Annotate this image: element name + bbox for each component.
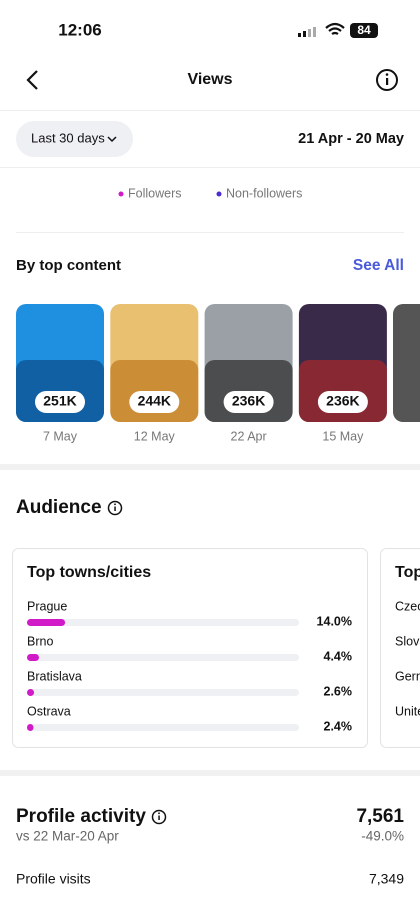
views-count: 251K bbox=[43, 393, 76, 409]
signal bbox=[298, 27, 316, 37]
town-name: Ostrava bbox=[27, 704, 71, 718]
bar bbox=[27, 654, 39, 661]
activity-change: -49.0% bbox=[361, 829, 404, 844]
legend-label: Non-followers bbox=[226, 186, 302, 200]
views-count: 236K bbox=[326, 393, 359, 409]
legend-label: Followers bbox=[128, 186, 182, 200]
views-pill bbox=[129, 391, 180, 413]
wifi-icon bbox=[325, 22, 345, 35]
date-range: 21 Apr - 20 May bbox=[298, 131, 404, 147]
compare-period: vs 22 Mar-20 Apr bbox=[16, 829, 119, 844]
town-name: Prague bbox=[27, 599, 67, 613]
legend-dot bbox=[118, 191, 124, 197]
battery bbox=[350, 23, 378, 38]
page-title: Views bbox=[187, 71, 232, 88]
post-date: 22 Apr bbox=[231, 429, 267, 443]
bar-track bbox=[27, 654, 299, 661]
bar-track bbox=[27, 619, 299, 626]
status-time: 12:06 bbox=[58, 20, 101, 39]
town-name: Brno bbox=[27, 634, 53, 648]
percent-label: 14.0% bbox=[317, 614, 352, 628]
views-pill bbox=[223, 391, 274, 413]
battery-level: 84 bbox=[357, 23, 371, 37]
section-title: Audience bbox=[16, 497, 102, 518]
activity-row-value: 7,349 bbox=[369, 871, 404, 887]
country-rows: Czec Slova Gern Unite bbox=[395, 599, 420, 718]
activity-total: 7,561 bbox=[356, 806, 404, 827]
town-rows: Prague 14.0% Brno 4.4% Bratislava 2.6% Ostrava… bbox=[27, 599, 352, 733]
content-cards: 251K 7 May 244K 12 May 236K 22 Apr 236K 15 May bbox=[16, 304, 387, 443]
back-button[interactable] bbox=[26, 70, 38, 90]
legend-dot bbox=[216, 191, 222, 197]
card-title: Top bbox=[395, 564, 420, 581]
bar-track bbox=[27, 689, 299, 696]
views-pill bbox=[317, 391, 368, 413]
bar-track bbox=[27, 724, 299, 731]
views-count: 236K bbox=[232, 393, 265, 409]
percent-label: 2.4% bbox=[324, 719, 353, 733]
views-count: 244K bbox=[138, 393, 171, 409]
section-separator bbox=[0, 770, 420, 776]
range-pill[interactable] bbox=[16, 121, 133, 157]
range-label: Last 30 days bbox=[31, 130, 105, 145]
percent-label: 2.6% bbox=[324, 684, 353, 698]
info-icon[interactable] bbox=[151, 809, 167, 825]
percent-label: 4.4% bbox=[324, 649, 353, 663]
post-date: 7 May bbox=[43, 429, 78, 443]
info-button[interactable] bbox=[376, 69, 398, 91]
country-name: Slova bbox=[395, 634, 420, 648]
section-title: Profile activity bbox=[16, 806, 146, 827]
country-name: Czec bbox=[395, 599, 420, 613]
activity-row-label: Profile visits bbox=[16, 871, 91, 887]
country-name: Gern bbox=[395, 669, 420, 683]
country-name: Unite bbox=[395, 704, 420, 718]
post-date: 12 May bbox=[134, 429, 176, 443]
bar bbox=[27, 724, 34, 731]
card-title: Top towns/cities bbox=[27, 564, 151, 581]
bar bbox=[27, 619, 66, 626]
info-icon[interactable] bbox=[107, 500, 123, 516]
bar bbox=[27, 689, 35, 696]
post-date: 15 May bbox=[322, 429, 364, 443]
chevron bbox=[107, 136, 117, 143]
audience-card bbox=[12, 548, 368, 748]
views-pill bbox=[35, 391, 85, 413]
town-name: Bratislava bbox=[27, 669, 82, 683]
audience-card bbox=[380, 548, 420, 748]
see-all-link[interactable]: See All bbox=[353, 257, 404, 274]
section-title: By top content bbox=[16, 257, 121, 274]
content-thumbnail[interactable] bbox=[393, 304, 420, 422]
section-separator bbox=[0, 464, 420, 470]
